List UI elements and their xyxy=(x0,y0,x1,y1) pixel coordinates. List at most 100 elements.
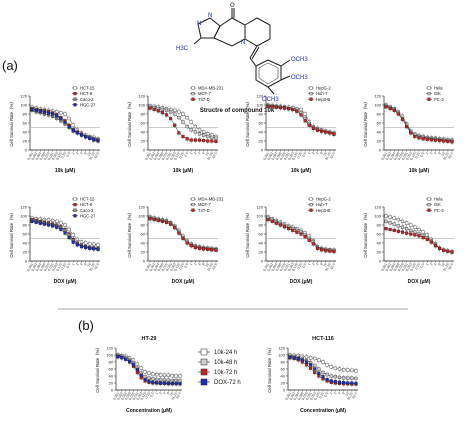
data-point xyxy=(405,125,409,129)
y-axis-label: Cell Survival Rate（%） xyxy=(127,99,132,147)
y-tick-label: 40 xyxy=(281,374,286,379)
y-tick-label: 20 xyxy=(23,139,28,144)
data-point xyxy=(59,116,63,121)
data-point xyxy=(388,215,392,219)
data-point xyxy=(317,367,321,371)
x-tick-label: 0.031 xyxy=(47,262,55,271)
y-tick-label: 100 xyxy=(138,103,145,108)
y-tick-label: 100 xyxy=(374,214,381,219)
data-point xyxy=(313,367,317,371)
y-tick-label: 80 xyxy=(259,112,264,117)
data-point xyxy=(71,240,75,244)
legend-label: T47-D xyxy=(198,208,210,213)
x-tick-label: 0.001 xyxy=(112,391,120,400)
data-point xyxy=(266,104,270,108)
x-tick-label: 0.008 xyxy=(275,262,283,271)
x-tick-label: 8 xyxy=(201,151,205,155)
x-tick-label: 0.063 xyxy=(405,151,413,160)
legend-swatch xyxy=(200,378,208,386)
x-tick-label: 1 xyxy=(154,391,158,395)
y-tick-label: 120 xyxy=(138,205,145,210)
data-point xyxy=(396,224,400,228)
x-tick-label: 0.25 xyxy=(296,151,303,159)
data-point xyxy=(396,229,400,233)
x-tick-label: 0.004 xyxy=(153,262,161,271)
y-tick-label: 60 xyxy=(23,232,28,237)
x-tick-label: 0.125 xyxy=(173,151,181,160)
x-tick-label: 0.004 xyxy=(271,151,279,160)
charts-layer: 0204060801001200.0010.0020.0040.0080.016… xyxy=(9,86,454,414)
data-point xyxy=(42,222,46,226)
y-tick-label: 40 xyxy=(23,241,28,246)
data-point xyxy=(299,232,303,236)
data-point xyxy=(304,360,309,364)
data-point xyxy=(88,246,92,250)
x-tick-label: 0.031 xyxy=(305,391,313,400)
data-point xyxy=(350,381,354,385)
y-tick-label: 40 xyxy=(141,241,146,246)
y-tick-label: 40 xyxy=(109,374,114,379)
data-point xyxy=(197,128,202,132)
legend-swatch xyxy=(73,203,77,207)
legend-swatch xyxy=(309,97,313,101)
data-point xyxy=(160,111,164,115)
x-tick-label: 0.25 xyxy=(60,262,67,270)
x-tick-label: 4 xyxy=(197,151,201,155)
legend-label: Caco-2 xyxy=(80,97,94,102)
data-point xyxy=(169,116,173,121)
data-point xyxy=(63,112,67,116)
x-tick-label: 0.25 xyxy=(178,262,185,270)
data-point xyxy=(309,356,313,360)
data-point xyxy=(329,374,333,378)
x-tick-label: 16 xyxy=(86,262,91,267)
y-tick-label: 100 xyxy=(256,214,263,219)
data-point xyxy=(388,227,392,232)
y-tick-label: 40 xyxy=(377,241,382,246)
x-axis-label: 10k (μM) xyxy=(291,168,312,174)
y-axis-label: Cell Survival Rate（%） xyxy=(127,210,132,258)
legend-swatch xyxy=(191,92,195,96)
data-point xyxy=(400,225,405,229)
x-tick-label: 0.5 xyxy=(65,262,71,268)
legend-swatch xyxy=(191,208,195,212)
x-tick-label: 0.031 xyxy=(401,151,409,160)
y-tick-label: 0 xyxy=(25,259,28,264)
x-tick-label: 0.125 xyxy=(409,151,417,160)
y-axis-label: Cell Survival Rate（%） xyxy=(245,210,250,258)
data-point xyxy=(295,109,299,113)
x-tick-label: 0.125 xyxy=(55,262,63,271)
data-point xyxy=(396,218,400,222)
x-tick-label: 0.008 xyxy=(157,262,165,271)
legend-label: DOX-72 h xyxy=(214,380,241,386)
y-tick-label: 120 xyxy=(256,94,263,99)
x-tick-label: 0.5 xyxy=(323,391,329,397)
x-tick-label: 0.004 xyxy=(35,262,43,271)
data-point xyxy=(313,356,317,361)
data-point xyxy=(139,366,143,370)
x-tick-label: 0.008 xyxy=(393,262,401,271)
data-point xyxy=(417,136,421,140)
data-point xyxy=(147,371,151,375)
data-point xyxy=(409,131,413,135)
x-tick-label: 0.002 xyxy=(384,151,392,160)
x-tick-label: 0.001 xyxy=(26,151,34,160)
x-tick-label: 4 xyxy=(433,151,437,155)
data-point xyxy=(34,220,38,224)
x-tick-label: 0.063 xyxy=(287,151,295,160)
data-point xyxy=(88,136,92,140)
data-point xyxy=(417,234,421,238)
x-tick-label: 0.004 xyxy=(35,151,43,160)
x-tick-label: 0.001 xyxy=(262,262,270,271)
y-tick-label: 0 xyxy=(379,259,382,264)
data-point xyxy=(303,112,307,116)
y-tick-label: 20 xyxy=(377,139,382,144)
data-point xyxy=(139,373,143,377)
legend-label: HepG-2 xyxy=(316,86,331,91)
data-point xyxy=(181,236,185,241)
x-tick-label: 16 xyxy=(204,262,209,267)
data-point xyxy=(433,244,438,248)
x-tick-label: 0.031 xyxy=(283,151,291,160)
data-point xyxy=(425,237,429,241)
data-point xyxy=(270,219,274,223)
